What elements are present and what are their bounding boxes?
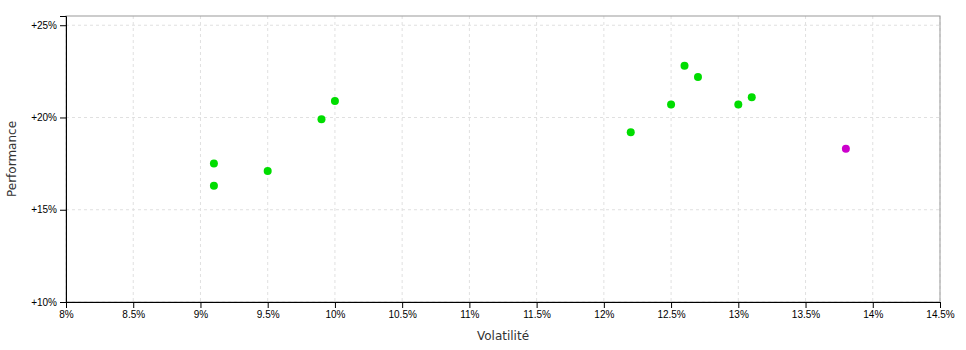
- series: [210, 62, 756, 190]
- y-axis-line: [60, 17, 67, 303]
- x-tick-mark: [268, 302, 269, 308]
- grid-line-x: [872, 16, 873, 302]
- x-tick-mark: [335, 302, 336, 308]
- x-tick-label: 14%: [863, 309, 883, 320]
- x-tick: 8.5%: [122, 302, 145, 320]
- series: [842, 145, 850, 153]
- point: [331, 97, 339, 105]
- x-tick-mark: [671, 302, 672, 308]
- x-tick: 9%: [194, 302, 209, 320]
- y-tick-label: +25%: [31, 20, 57, 31]
- y-tick: +15%: [31, 204, 66, 215]
- point: [748, 93, 756, 101]
- x-tick-label: 11.5%: [523, 309, 551, 320]
- grid-line-x: [267, 16, 268, 302]
- x-tick-label: 9%: [194, 309, 209, 320]
- y-tick-label: +15%: [31, 204, 57, 215]
- grid-line-y: [66, 117, 940, 118]
- y-tick-mark: [60, 25, 66, 26]
- x-tick-mark: [537, 302, 538, 308]
- grid-line-x: [334, 16, 335, 302]
- x-tick: 10%: [325, 302, 345, 320]
- grid-line-x: [402, 16, 403, 302]
- chart: 8% 8.5% 9% 9.5% 10% 10.5% 11% 11.5% 12% 12.5% 13% 1…: [0, 0, 966, 350]
- x-tick: 14%: [863, 302, 883, 320]
- x-tick: 12%: [594, 302, 614, 320]
- grid-line-x: [200, 16, 201, 302]
- y-tick: +10%: [31, 297, 66, 308]
- x-tick-label: 12.5%: [657, 309, 685, 320]
- x-axis: 8% 8.5% 9% 9.5% 10% 10.5% 11% 11.5% 12% 12.5% 13% 1…: [59, 302, 955, 320]
- y-tick-label: +10%: [31, 297, 57, 308]
- x-tick: 13%: [729, 302, 749, 320]
- grid-line-x: [536, 16, 537, 302]
- x-tick: 8%: [59, 302, 74, 320]
- grid-line-x: [469, 16, 470, 302]
- grid-line-x: [805, 16, 806, 302]
- x-tick-label: 11%: [460, 309, 479, 320]
- x-tick-mark: [402, 302, 403, 308]
- grid-line-x: [738, 16, 739, 302]
- grid-line-y: [66, 209, 940, 210]
- x-tick-label: 8.5%: [122, 309, 145, 320]
- grid-line-y: [66, 25, 940, 26]
- point: [681, 62, 689, 70]
- grid: [66, 16, 940, 302]
- x-tick: 13.5%: [792, 302, 820, 320]
- x-tick-mark: [469, 302, 470, 308]
- x-tick-label: 12%: [594, 309, 614, 320]
- grid-line-x: [133, 16, 134, 302]
- point: [210, 182, 218, 190]
- y-tick-mark: [60, 117, 66, 118]
- plot: 8% 8.5% 9% 9.5% 10% 10.5% 11% 11.5% 12% 12.5% 13% 1…: [31, 16, 955, 320]
- x-tick-label: 10.5%: [388, 309, 416, 320]
- x-tick-label: 8%: [59, 309, 74, 320]
- x-tick-mark: [200, 302, 201, 308]
- x-tick: 12.5%: [657, 302, 685, 320]
- y-tick-label: +20%: [31, 112, 57, 123]
- x-tick-label: 13%: [729, 309, 749, 320]
- x-tick-mark: [738, 302, 739, 308]
- y-tick: +25%: [31, 20, 66, 31]
- x-tick-label: 14.5%: [926, 309, 954, 320]
- plot-frame: [66, 16, 940, 302]
- y-tick-mark: [60, 210, 66, 211]
- y-axis-title: Performance: [5, 121, 19, 197]
- x-tick: 14.5%: [926, 302, 954, 320]
- x-axis-line: [67, 303, 941, 309]
- x-tick-mark: [873, 302, 874, 308]
- x-tick-label: 13.5%: [792, 309, 820, 320]
- point: [694, 73, 702, 81]
- x-tick-label: 10%: [325, 309, 345, 320]
- x-tick: 11%: [460, 302, 479, 320]
- point: [667, 101, 675, 109]
- point: [627, 128, 635, 136]
- x-tick: 11.5%: [523, 302, 551, 320]
- grid-line-x: [671, 16, 672, 302]
- marks: [210, 62, 850, 190]
- grid-line-x: [603, 16, 604, 302]
- x-tick-mark: [133, 302, 134, 308]
- x-tick: 9.5%: [257, 302, 280, 320]
- x-tick-mark: [604, 302, 605, 308]
- x-axis-title: Volatilité: [477, 329, 529, 343]
- y-tick-mark: [60, 302, 66, 303]
- point: [210, 160, 218, 168]
- point: [842, 145, 850, 153]
- x-tick-label: 9.5%: [257, 309, 280, 320]
- x-tick-mark: [806, 302, 807, 308]
- point: [317, 115, 325, 123]
- point: [264, 167, 272, 175]
- x-tick: 10.5%: [388, 302, 416, 320]
- y-axis: +10% +15% +20% +25%: [31, 17, 66, 308]
- x-tick-mark: [940, 302, 941, 308]
- y-tick: +20%: [31, 112, 66, 123]
- point: [734, 101, 742, 109]
